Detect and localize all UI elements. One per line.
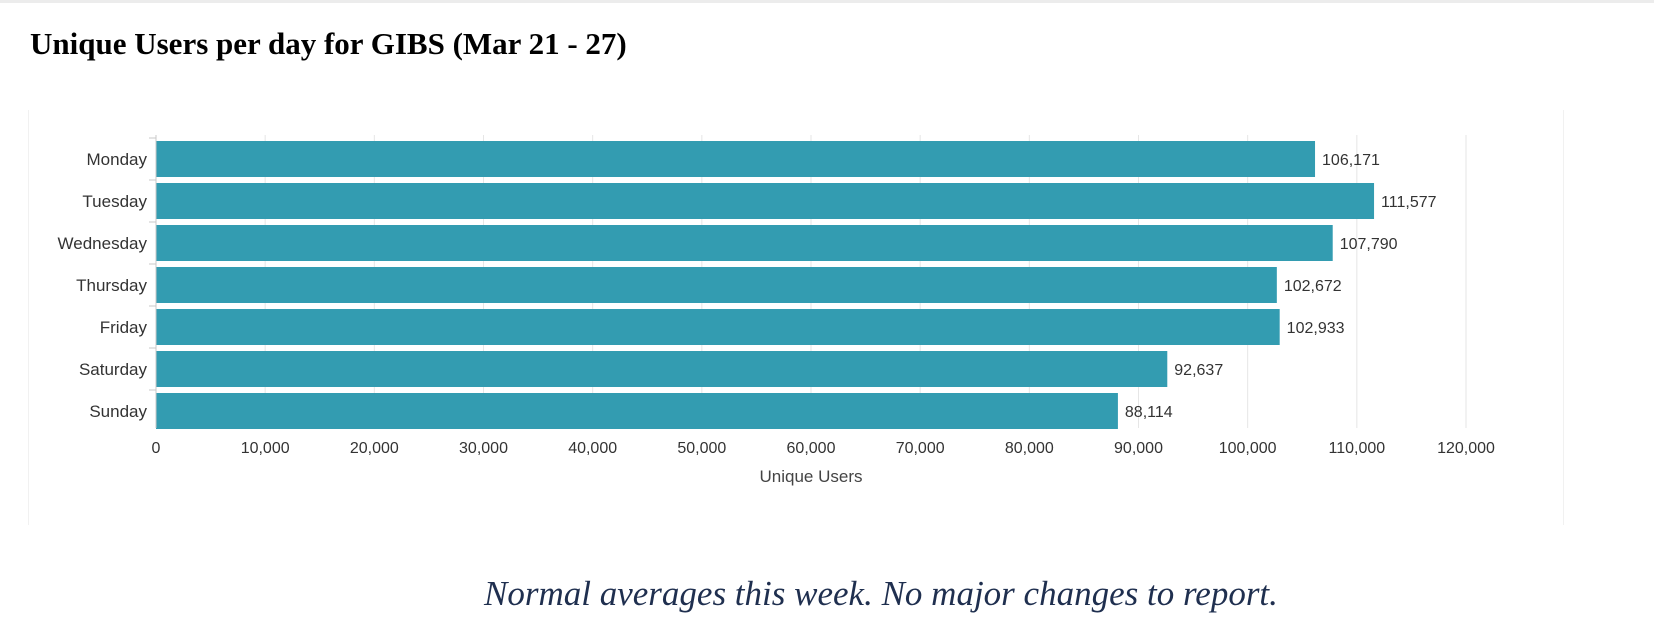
category-label: Monday — [87, 150, 148, 169]
value-label: 107,790 — [1340, 236, 1398, 253]
category-label: Wednesday — [58, 234, 148, 253]
value-label: 92,637 — [1174, 362, 1223, 379]
top-divider — [0, 0, 1654, 3]
value-label: 111,577 — [1381, 194, 1437, 211]
x-tick-label: 10,000 — [241, 440, 290, 457]
category-label: Sunday — [89, 402, 147, 421]
page-title: Unique Users per day for GIBS (Mar 21 - … — [30, 26, 627, 61]
x-tick-label: 80,000 — [1005, 440, 1054, 457]
category-label: Tuesday — [82, 192, 147, 211]
x-tick-label: 60,000 — [787, 440, 836, 457]
x-tick-label: 0 — [152, 440, 161, 457]
value-label: 106,171 — [1322, 152, 1380, 169]
commentary-text: Normal averages this week. No major chan… — [484, 574, 1278, 613]
x-tick-label: 120,000 — [1437, 440, 1495, 457]
x-tick-label: 90,000 — [1114, 440, 1163, 457]
x-axis-title: Unique Users — [760, 467, 863, 486]
bar-sunday — [156, 393, 1118, 429]
bar-chart: 106,171 111,577 107,790 102,672 102,933 92,63… — [58, 135, 1495, 486]
x-axis-ticks: 0 10,000 20,000 30,000 40,000 50,000 60,000 70,… — [152, 440, 1495, 457]
x-tick-label: 20,000 — [350, 440, 399, 457]
value-labels: 106,171 111,577 107,790 102,672 102,933 92,63… — [1125, 152, 1437, 421]
category-label: Thursday — [76, 276, 147, 295]
bars — [156, 141, 1375, 429]
x-tick-label: 100,000 — [1219, 440, 1277, 457]
x-tick-label: 50,000 — [677, 440, 726, 457]
value-label: 102,933 — [1287, 320, 1345, 337]
bar-wednesday — [156, 225, 1333, 261]
bar-monday — [156, 141, 1316, 177]
bar-tuesday — [156, 183, 1375, 219]
x-tick-label: 110,000 — [1329, 440, 1386, 457]
category-label: Friday — [100, 318, 148, 337]
value-label: 88,114 — [1125, 404, 1173, 421]
bar-thursday — [156, 267, 1277, 303]
bar-saturday — [156, 351, 1168, 387]
bar-friday — [156, 309, 1280, 345]
x-tick-label: 40,000 — [568, 440, 617, 457]
category-labels: Monday Tuesday Wednesday Thursday Friday Satu… — [58, 137, 156, 421]
x-tick-label: 30,000 — [459, 440, 508, 457]
category-label: Saturday — [79, 360, 148, 379]
value-label: 102,672 — [1284, 278, 1342, 295]
chart-panel: 106,171 111,577 107,790 102,672 102,933 92,63… — [28, 110, 1564, 525]
x-tick-label: 70,000 — [896, 440, 945, 457]
